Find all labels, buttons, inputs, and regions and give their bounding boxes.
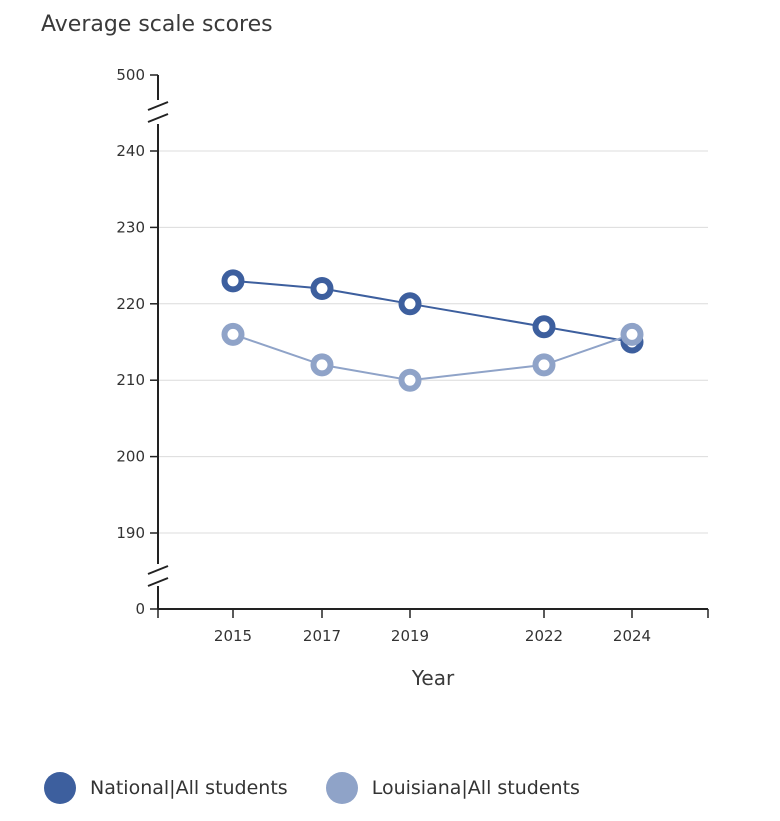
chart-title: Average scale scores (41, 12, 273, 37)
legend-item-1: Louisiana|All students (325, 772, 580, 804)
legend-label-0: National|All students (90, 777, 288, 799)
series-line-0 (232, 279, 633, 343)
legend-swatch-0 (44, 772, 76, 804)
series-0-point-2019 (398, 292, 422, 316)
series-1-point-2024 (620, 322, 644, 346)
series-1-point-2019 (398, 368, 422, 392)
series-0-point-2017 (310, 277, 334, 301)
gridlines (158, 150, 708, 534)
line-chart: 240 230 220 210 200 190 500 0 2015 2017 2019 2022 20… (116, 66, 709, 690)
axis-break-mark-bottom-1 (147, 565, 169, 575)
x-tick-label-2015: 2015 (214, 627, 252, 645)
legend-label-1: Louisiana|All students (371, 777, 580, 799)
series-1-point-2022 (532, 353, 556, 377)
y-tick-label-240: 240 (116, 142, 145, 160)
axes (147, 74, 709, 618)
series-line-1 (232, 333, 633, 382)
x-axis-title: Year (411, 666, 455, 690)
y-tick-label-230: 230 (116, 218, 145, 236)
series (221, 269, 644, 392)
axis-break-mark-top-2 (147, 113, 169, 123)
series-1-point-2015 (221, 322, 245, 346)
x-tick-label-2019: 2019 (391, 627, 429, 645)
tick-labels: 240 230 220 210 200 190 500 0 2015 2017 2019 2022 20… (116, 66, 651, 690)
legend-swatch-1 (325, 772, 358, 804)
series-0-point-2022 (532, 315, 556, 339)
y-tick-label-210: 210 (116, 371, 145, 389)
legend: National|All students Louisiana|All stude… (44, 772, 618, 804)
axis-break-mark-bottom-2 (147, 577, 169, 587)
y-tick-label-220: 220 (116, 295, 145, 313)
x-tick-label-2024: 2024 (613, 627, 651, 645)
x-tick-label-2017: 2017 (303, 627, 341, 645)
axis-break-mark-top-1 (147, 101, 169, 111)
series-0-point-2015 (221, 269, 245, 293)
series-1-point-2017 (310, 353, 334, 377)
legend-item-0: National|All students (44, 772, 288, 804)
y-tick-label-break-top: 500 (116, 66, 145, 84)
x-tick-label-2022: 2022 (525, 627, 563, 645)
y-tick-label-break-bottom: 0 (135, 600, 145, 618)
y-tick-label-200: 200 (116, 448, 145, 466)
y-tick-label-190: 190 (116, 524, 145, 542)
